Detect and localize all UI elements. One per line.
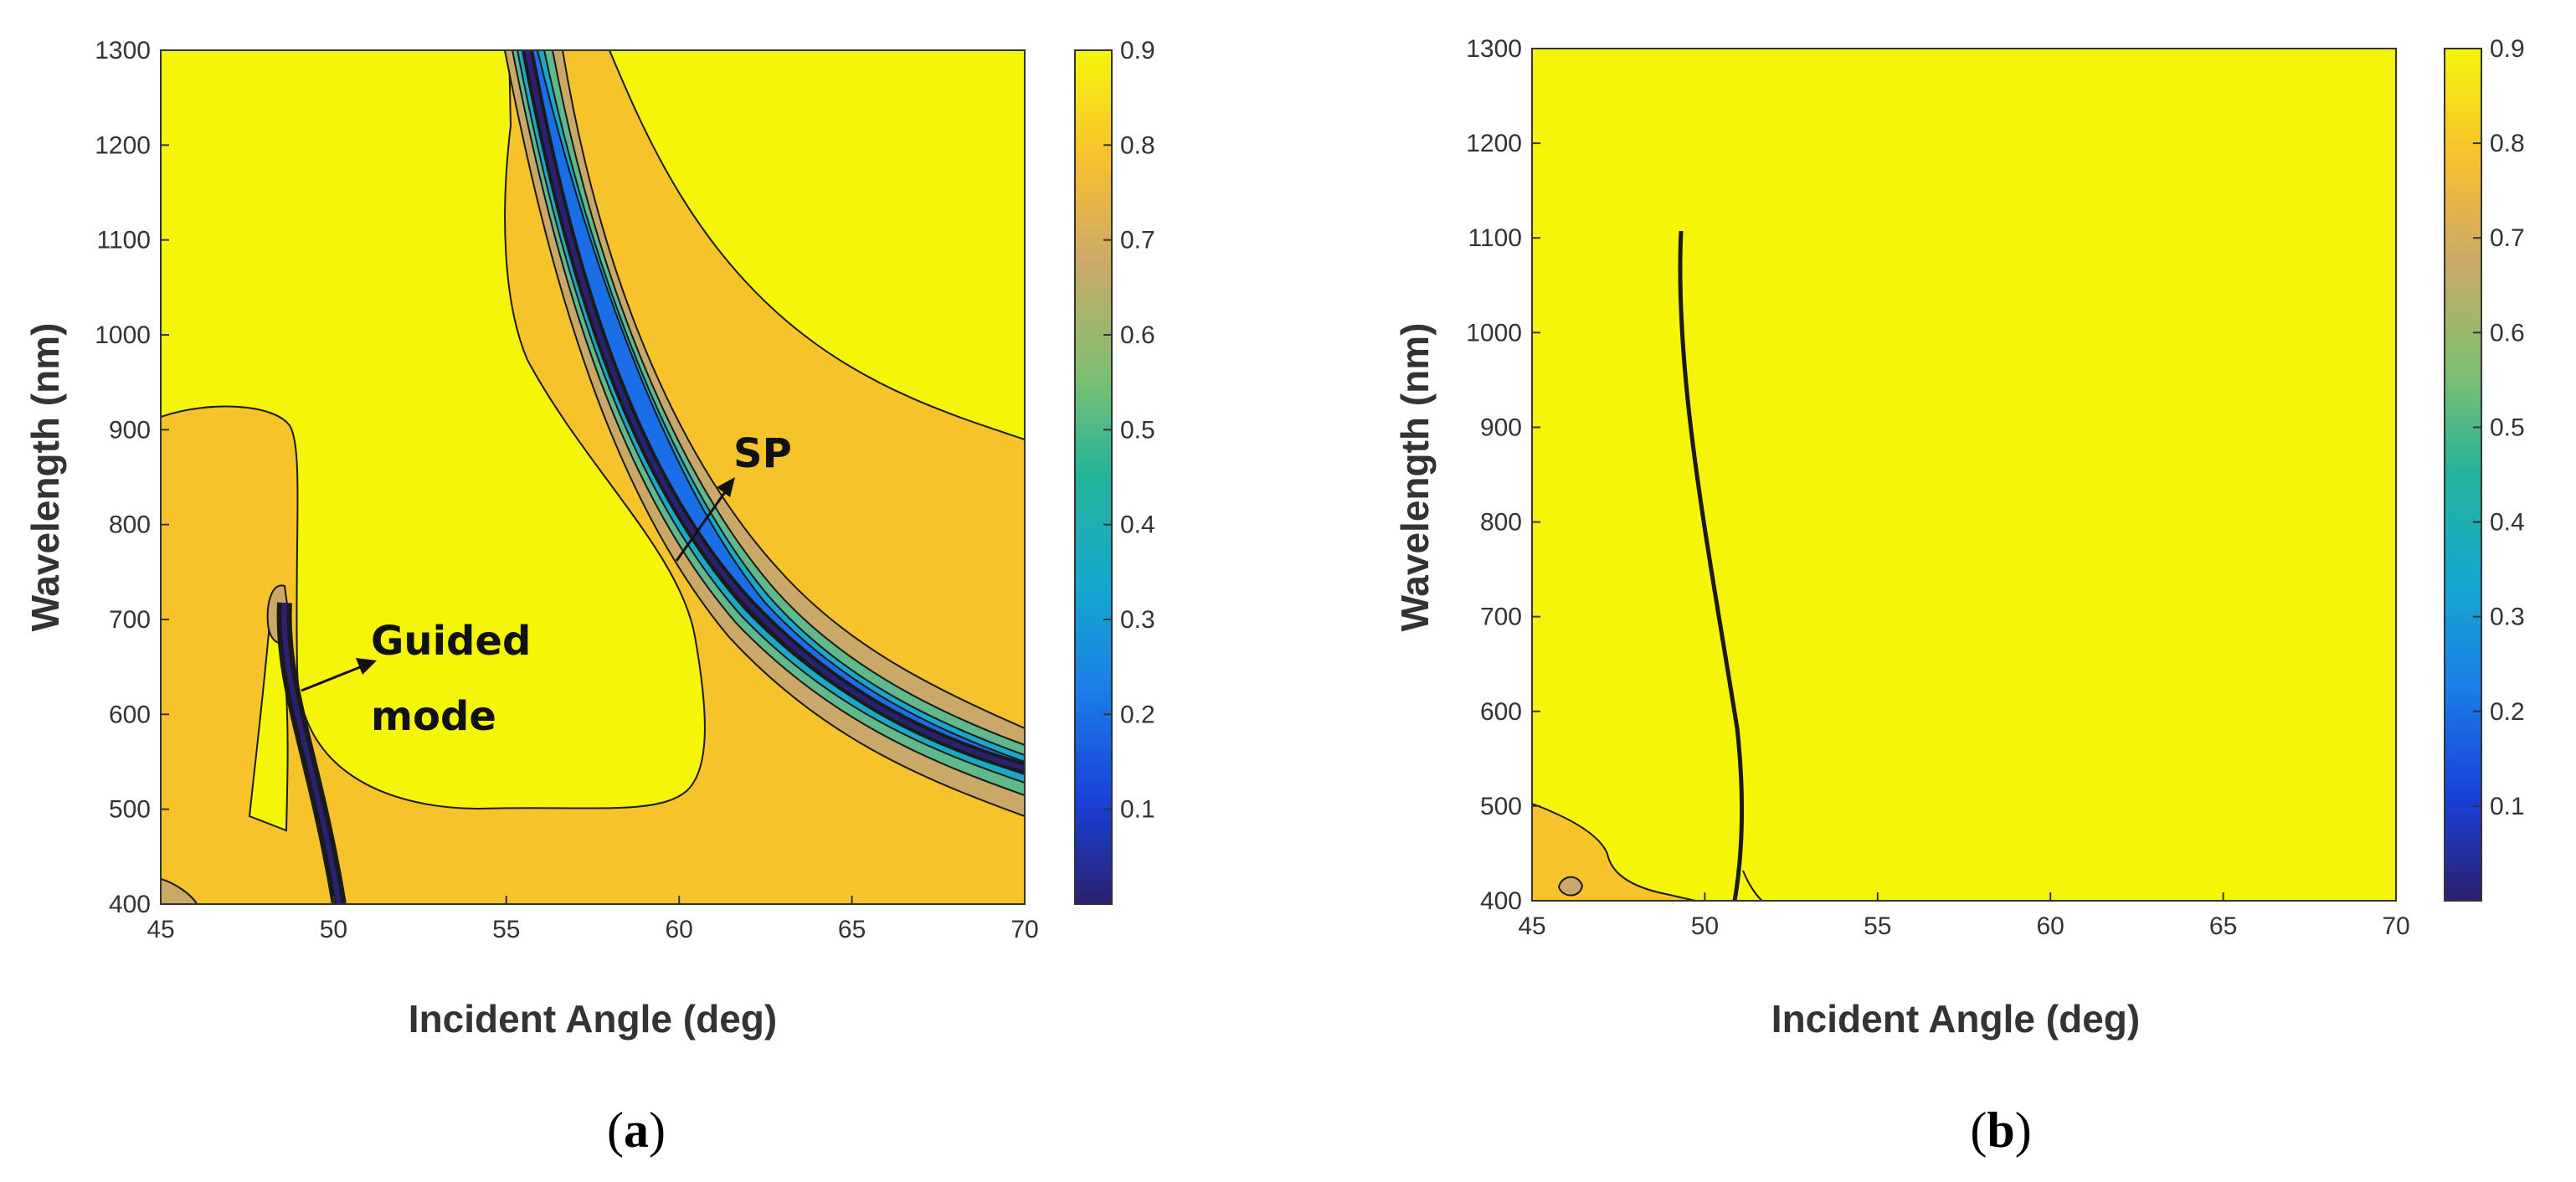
y-tick-label: 500 [109,796,151,824]
y-tick-label: 800 [109,511,151,539]
sp-band-teal-a [516,50,1025,784]
colorbar-ticks-b: 0.1 0.2 0.3 0.4 0.5 0.6 0.7 0.8 0.9 [2473,35,2525,820]
chart-panel-b: 45 50 55 60 65 70 400 500 600 700 800 900 1000 1100 1… [1393,35,2525,1158]
panel-letter-a: a [624,1102,649,1158]
colorbar-tick-label: 0.5 [1120,416,1155,444]
colorbar-tick-label: 0.7 [1120,227,1155,254]
x-tick-label: 70 [2382,912,2409,940]
y-tick-label: 1200 [95,131,151,159]
y-ticks-b: 400 500 600 700 800 900 1000 1100 1200 1300 [1466,35,1540,915]
y-tick-label: 1000 [95,321,151,349]
y-tick-label: 1200 [1466,130,1522,157]
y-tick-label: 1300 [95,37,151,64]
y-tick-label: 800 [1480,509,1522,537]
x-tick-label: 45 [1518,912,1545,940]
colorbar-tick-label: 0.1 [1120,796,1155,824]
y-tick-label: 600 [1480,698,1522,726]
y-axis-label-a: Wavelength (nm) [23,323,67,632]
x-ticks-b: 45 50 55 60 65 70 [1518,892,2410,940]
colorbar-tick-label: 0.8 [1120,131,1155,159]
yellow-lobe-upper-right-a [608,50,1025,441]
x-tick-label: 70 [1010,916,1038,943]
y-tick-label: 700 [109,606,151,634]
guided-mode-ridge-core-a [281,602,342,904]
tan-blob-b [1557,876,1584,897]
x-tick-label: 55 [1864,912,1891,940]
colorbar-tick-label: 0.4 [2490,509,2525,537]
x-tick-label: 45 [147,916,174,943]
panel-label-b: (b) [1970,1102,2031,1158]
y-tick-label: 700 [1480,604,1522,631]
x-tick-label: 55 [492,916,520,943]
x-tick-label: 65 [838,916,866,943]
tan-corner-a [161,877,198,904]
colorbar-tick-label: 0.4 [1120,511,1155,539]
colorbar-tick-label: 0.7 [2490,224,2525,252]
annotation-mode-text: mode [371,693,496,740]
y-tick-label: 500 [1480,793,1522,820]
y-tick-label: 400 [1480,887,1522,915]
colorbar-tick-label: 0.9 [1120,37,1155,64]
y-tick-label: 900 [1480,414,1522,441]
colorbar-ticks-a: 0.1 0.2 0.3 0.4 0.5 0.6 0.7 0.8 0.9 [1103,37,1155,824]
narrow-ridge-b [1678,230,1745,901]
x-tick-label: 65 [2209,912,2237,940]
colorbar-tick-label: 0.3 [1120,606,1155,634]
x-axis-label-a: Incident Angle (deg) [409,997,777,1041]
panel-letter-b: b [1987,1102,2014,1158]
annotation-guided-text: Guided [371,618,531,665]
plot-frame-a [160,49,1026,905]
chart-panel-a: Guided mode SP 45 50 55 60 65 70 400 500 600 700… [23,37,1155,1158]
plot-area-b [1532,49,2396,901]
y-tick-label: 600 [109,701,151,728]
annotation-sp-text: SP [733,430,792,477]
colorbar-tick-label: 0.6 [1120,321,1155,349]
plot-frame-b [1531,48,2397,902]
sp-band-green-a [511,50,1025,797]
x-axis-label-b: Incident Angle (deg) [1771,997,2140,1041]
colorbar-tick-label: 0.8 [2490,130,2525,157]
sp-ridge-core-a [525,50,1025,771]
y-tick-label: 1100 [1468,224,1522,252]
annotation-sp: SP [675,430,792,562]
colorbar-tick-label: 0.3 [2490,604,2525,631]
x-tick-label: 60 [666,916,693,943]
colorbar-tick-label: 0.2 [1120,701,1155,728]
y-tick-label: 900 [109,416,151,444]
panel-label-a: (a) [607,1102,666,1158]
x-tick-label: 50 [320,916,347,943]
y-tick-label: 1100 [96,227,151,254]
narrow-ridge-foot-b [1742,870,1763,901]
x-tick-label: 50 [1691,912,1719,940]
colorbar-tick-label: 0.5 [2490,414,2525,441]
y-ticks-a: 400 500 600 700 800 900 1000 1100 1200 1300 [95,37,169,918]
x-tick-label: 60 [2037,912,2064,940]
annotation-guided-mode: Guided mode [301,618,531,740]
y-axis-label-b: Wavelength (nm) [1393,323,1437,632]
colorbar-tick-label: 0.6 [2490,319,2525,347]
y-tick-label: 400 [109,891,151,918]
colorbar-tick-label: 0.9 [2490,35,2525,63]
colorbar-a [1074,49,1113,905]
x-ticks-a: 45 50 55 60 65 70 [147,896,1039,943]
colorbar-b [2444,48,2482,902]
y-tick-label: 1000 [1466,319,1522,347]
y-tick-label: 1300 [1466,35,1522,63]
colorbar-tick-label: 0.1 [2490,793,2525,820]
colorbar-tick-label: 0.2 [2490,698,2525,726]
